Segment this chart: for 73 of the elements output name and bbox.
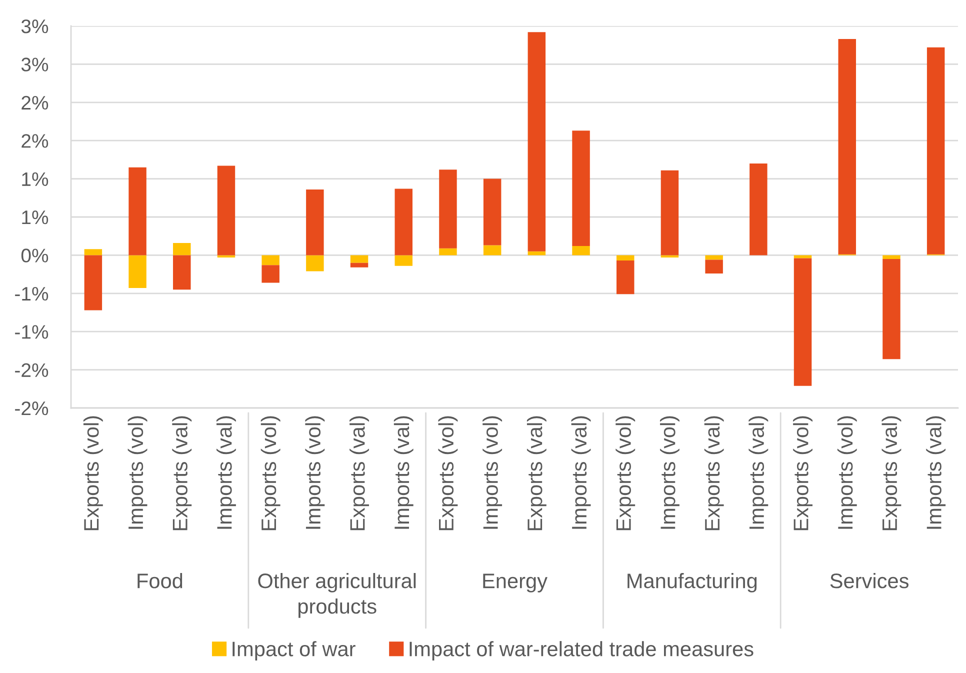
bar: [528, 32, 546, 252]
y-tick-label: 3%: [21, 58, 48, 72]
x-tick-label: Exports (val): [882, 416, 902, 530]
bar: [926, 47, 945, 254]
bar: [262, 255, 280, 266]
x-tick-label: Imports (val): [571, 416, 591, 529]
x-tick-label: Imports (val): [748, 416, 768, 529]
x-tick-label: Exports (vol): [83, 416, 103, 530]
bar: [217, 166, 236, 256]
y-tick-label: -2%: [15, 363, 48, 377]
x-tick-label: Exports (vol): [438, 416, 458, 530]
x-tick-label: Imports (vol): [837, 416, 857, 529]
bar: [306, 189, 324, 256]
x-tick-label: Exports (vol): [793, 416, 812, 530]
text: Manufacturing: [628, 573, 757, 592]
bar: [173, 255, 191, 290]
bar: [128, 167, 146, 256]
bar: [572, 130, 590, 246]
bar: [483, 178, 502, 246]
x-tick-label: Imports (val): [394, 416, 414, 529]
bar: [483, 245, 502, 256]
bar: [173, 242, 191, 256]
bar: [439, 248, 457, 256]
x-tick-label: Exports (vol): [260, 416, 280, 530]
bar: [84, 255, 102, 310]
x-tick-label: Imports (vol): [128, 416, 148, 529]
bar: [572, 246, 590, 256]
bar: [262, 265, 280, 283]
bar: [750, 164, 768, 256]
bar: [616, 255, 634, 261]
x-tick-label: Imports (vol): [660, 416, 680, 529]
x-tick-label: Exports (val): [350, 416, 369, 530]
x-tick-label: Imports (val): [216, 416, 236, 529]
bar: [394, 188, 412, 256]
bar: [439, 170, 457, 248]
text: Food: [138, 573, 182, 588]
text: Services: [830, 573, 908, 588]
bar: [838, 38, 856, 254]
y-tick-label: 1%: [22, 172, 48, 186]
y-tick-label: 0%: [21, 248, 48, 262]
bar: [350, 255, 368, 263]
bar: [128, 255, 146, 288]
bar: [705, 255, 723, 260]
bar: [882, 255, 900, 260]
bar: [394, 255, 412, 266]
bar: [705, 260, 723, 274]
y-tick-label: 2%: [22, 134, 48, 148]
x-tick-label: Exports (val): [704, 416, 724, 530]
x-tick-label: Exports (val): [526, 416, 546, 530]
y-tick-label: 2%: [22, 96, 48, 110]
bar: [660, 170, 679, 256]
text: Other agricultural products: [258, 573, 416, 618]
y-tick-label: 3%: [21, 19, 48, 34]
bar: [882, 259, 900, 360]
legend-label: Impact of war: [232, 641, 356, 660]
legend-label: Impact of war-related trade measures: [410, 641, 754, 660]
x-tick-label: Exports (val): [172, 416, 192, 530]
y-tick-label: 1%: [22, 210, 48, 224]
bar: [350, 262, 368, 268]
x-tick-label: Imports (val): [926, 416, 946, 529]
x-tick-label: Imports (vol): [305, 416, 325, 529]
bar: [528, 251, 546, 256]
bar: [84, 249, 102, 256]
y-tick-label: -2%: [15, 401, 48, 416]
y-tick-label: -1%: [15, 286, 48, 301]
bar: [794, 255, 812, 258]
x-tick-label: Exports (vol): [616, 416, 636, 530]
y-tick-label: -1%: [15, 325, 48, 339]
x-tick-label: Imports (vol): [482, 416, 502, 529]
text: Energy: [483, 574, 548, 592]
bar: [794, 258, 812, 386]
bar: [306, 255, 324, 272]
bar: [616, 260, 634, 294]
